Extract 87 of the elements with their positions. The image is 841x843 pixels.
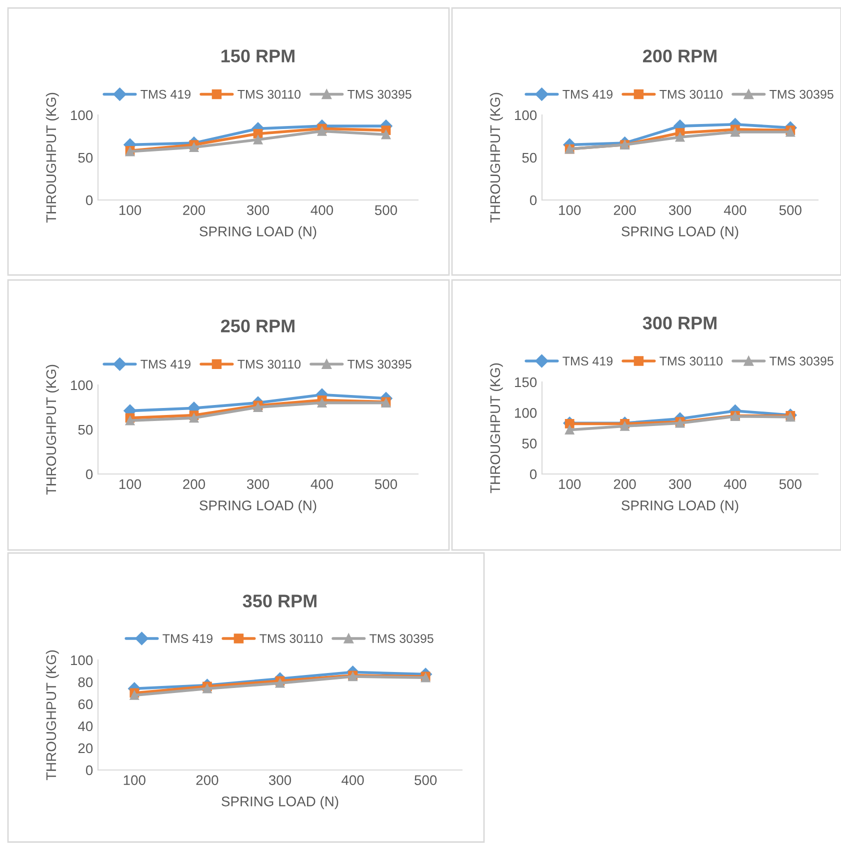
y-tick-label: 60 [78, 699, 93, 710]
y-tick-label: 50 [522, 152, 537, 163]
y-tick-label: 40 [78, 721, 93, 732]
legend-label: TMS 30110 [660, 356, 723, 366]
x-tick-label: 100 [559, 479, 581, 490]
point [620, 421, 630, 431]
point [130, 690, 140, 700]
point [253, 134, 263, 144]
x-tick-label: 200 [183, 479, 206, 490]
x-axis-title: SPRING LOAD (N) [222, 796, 338, 810]
point [125, 416, 135, 426]
chart-title: 350 RPM [242, 594, 316, 608]
y-tick-label: 80 [78, 677, 93, 688]
x-tick-label: 300 [246, 479, 270, 490]
y-tick-label: 20 [78, 743, 93, 754]
x-tick-label: 400 [310, 479, 334, 490]
y-axis-title: THROUGHPUT (KG) [490, 363, 503, 494]
point [675, 132, 685, 142]
legend-label: TMS 30395 [348, 360, 412, 369]
x-tick-label: 400 [310, 205, 334, 216]
y-axis-title: THROUGHPUT (KG) [46, 364, 59, 495]
chart-title: 200 RPM [642, 50, 716, 62]
x-axis-title: SPRING LOAD (N) [200, 500, 316, 514]
x-tick-label: 400 [724, 479, 746, 490]
point [564, 419, 574, 428]
x-axis-title: SPRING LOAD (N) [200, 226, 316, 240]
y-tick-label: 50 [78, 424, 93, 435]
point [317, 398, 327, 408]
legend-label: TMS 30395 [348, 90, 412, 99]
x-axis-title: SPRING LOAD (N) [622, 226, 738, 240]
y-tick-label: 0 [530, 195, 537, 206]
x-tick-label: 500 [374, 205, 398, 216]
y-tick-label: 100 [71, 380, 93, 390]
x-tick-label: 200 [196, 775, 218, 786]
y-tick-label: 150 [515, 377, 537, 388]
x-tick-label: 100 [119, 205, 142, 216]
x-axis-title: SPRING LOAD (N) [622, 500, 738, 514]
point [189, 413, 199, 423]
y-tick-label: 50 [78, 152, 93, 163]
y-tick-label: 50 [522, 438, 537, 449]
x-tick-label: 500 [374, 479, 398, 490]
y-tick-label: 0 [86, 195, 93, 206]
y-tick-label: 0 [530, 469, 537, 480]
legend-label: TMS 419 [162, 634, 212, 643]
x-tick-label: 500 [779, 479, 802, 490]
x-tick-label: 400 [724, 205, 746, 216]
legend-label: TMS 30110 [238, 90, 301, 99]
legend-label: TMS 30110 [260, 634, 323, 643]
x-tick-label: 500 [779, 205, 802, 216]
legend-label: TMS 30395 [370, 634, 434, 643]
y-axis-title: THROUGHPUT (KG) [46, 650, 59, 780]
chart-title: 150 RPM [222, 50, 294, 62]
point [564, 425, 574, 435]
x-tick-label: 100 [124, 775, 146, 786]
x-tick-label: 300 [668, 205, 692, 216]
x-tick-label: 200 [614, 205, 636, 216]
x-tick-label: 100 [559, 205, 581, 216]
x-tick-label: 200 [183, 205, 206, 216]
y-tick-label: 100 [71, 655, 93, 666]
x-tick-label: 300 [268, 775, 292, 786]
y-tick-label: 0 [86, 469, 93, 480]
y-tick-label: 100 [71, 110, 93, 120]
legend-label: TMS 30395 [770, 356, 834, 366]
legend-label: TMS 30395 [770, 90, 834, 99]
point [730, 127, 740, 137]
x-tick-label: 500 [414, 775, 437, 786]
x-tick-label: 200 [614, 479, 636, 490]
y-axis-title: THROUGHPUT (KG) [490, 92, 503, 223]
chart-title: 250 RPM [220, 320, 294, 332]
point [189, 142, 199, 152]
y-axis-title: THROUGHPUT (KG) [46, 92, 59, 223]
legend-label: TMS 419 [562, 90, 612, 99]
y-tick-label: 100 [515, 110, 537, 120]
point [317, 126, 327, 136]
legend-label: TMS 30110 [238, 360, 301, 369]
legend-label: TMS 419 [140, 90, 190, 99]
chart-title: 300 RPM [642, 316, 716, 330]
y-tick-label: 0 [86, 765, 93, 776]
x-tick-label: 100 [119, 479, 142, 490]
point [381, 130, 391, 140]
y-tick-label: 100 [515, 408, 537, 418]
legend-label: TMS 419 [562, 356, 612, 366]
legend-label: TMS 30110 [660, 90, 723, 99]
x-tick-label: 400 [342, 775, 364, 786]
x-tick-label: 300 [246, 205, 270, 216]
legend-label: TMS 419 [140, 360, 190, 369]
x-tick-label: 300 [668, 479, 692, 490]
